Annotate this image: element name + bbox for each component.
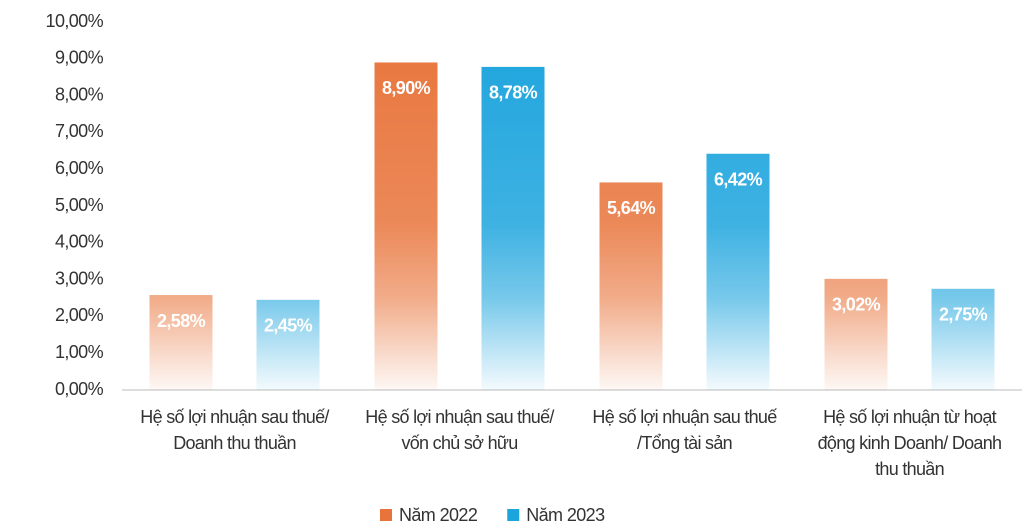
y-tick-label: 4,00% (55, 232, 104, 252)
legend-swatch (380, 509, 392, 521)
y-tick-label: 3,00% (55, 268, 104, 288)
x-tick-label: Hệ số lợi nhuận sau thuế/ vốn chủ sở hữu (365, 407, 554, 453)
bar (706, 153, 770, 390)
bar (931, 288, 995, 390)
legend-label: Năm 2023 (526, 505, 605, 525)
bar (481, 66, 545, 391)
data-label: 8,90% (382, 78, 431, 98)
data-label: 8,78% (489, 83, 538, 103)
data-label: 6,42% (714, 169, 763, 189)
y-tick-label: 1,00% (55, 342, 104, 362)
bar (599, 182, 663, 390)
y-tick-label: 9,00% (55, 48, 104, 68)
y-tick-label: 8,00% (55, 84, 104, 104)
y-tick-label: 2,00% (55, 305, 104, 325)
bar (256, 299, 320, 390)
legend-label: Năm 2022 (399, 505, 478, 525)
data-label: 3,02% (832, 295, 881, 315)
x-tick-label: Hệ số lợi nhuận sau thuế/ Doanh thu thuầ… (140, 407, 329, 453)
x-tick-label: Hệ số lợi nhuận sau thuế /Tổng tài sản (592, 407, 777, 453)
y-tick-label: 5,00% (55, 195, 104, 215)
y-tick-label: 10,00% (46, 11, 104, 31)
data-label: 2,75% (939, 305, 988, 325)
y-tick-label: 6,00% (55, 158, 104, 178)
legend-swatch (507, 509, 520, 521)
y-tick-label: 0,00% (55, 379, 104, 399)
data-label: 2,45% (264, 316, 313, 336)
data-label: 2,58% (157, 311, 206, 331)
data-label: 5,64% (607, 198, 656, 218)
x-tick-label: Hệ số lợi nhuận từ hoạt động kinh Doanh/… (817, 407, 1002, 479)
y-tick-label: 7,00% (55, 121, 104, 141)
bar (149, 295, 213, 390)
bar (824, 278, 888, 390)
bar (374, 62, 438, 390)
